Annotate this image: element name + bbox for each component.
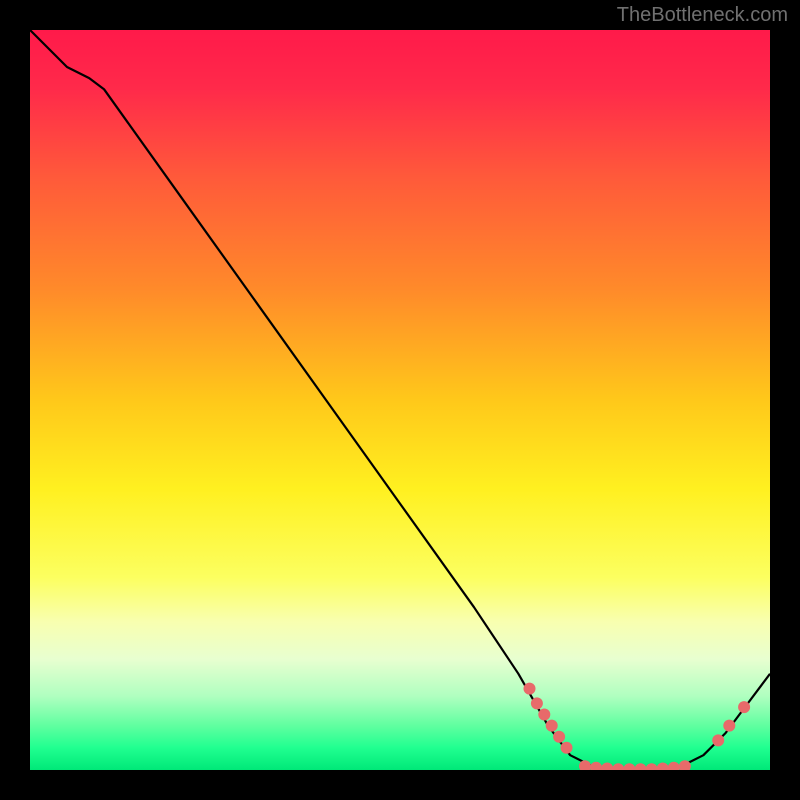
- data-marker: [524, 683, 536, 695]
- watermark-text: TheBottleneck.com: [617, 4, 788, 27]
- data-marker: [561, 742, 573, 754]
- data-marker: [546, 720, 558, 732]
- data-marker: [712, 734, 724, 746]
- data-marker: [553, 731, 565, 743]
- plot-area: [30, 30, 770, 770]
- bottleneck-chart: [30, 30, 770, 770]
- data-marker: [538, 709, 550, 721]
- chart-frame: TheBottleneck.com: [0, 0, 800, 800]
- data-marker: [723, 720, 735, 732]
- data-marker: [531, 697, 543, 709]
- data-marker: [738, 701, 750, 713]
